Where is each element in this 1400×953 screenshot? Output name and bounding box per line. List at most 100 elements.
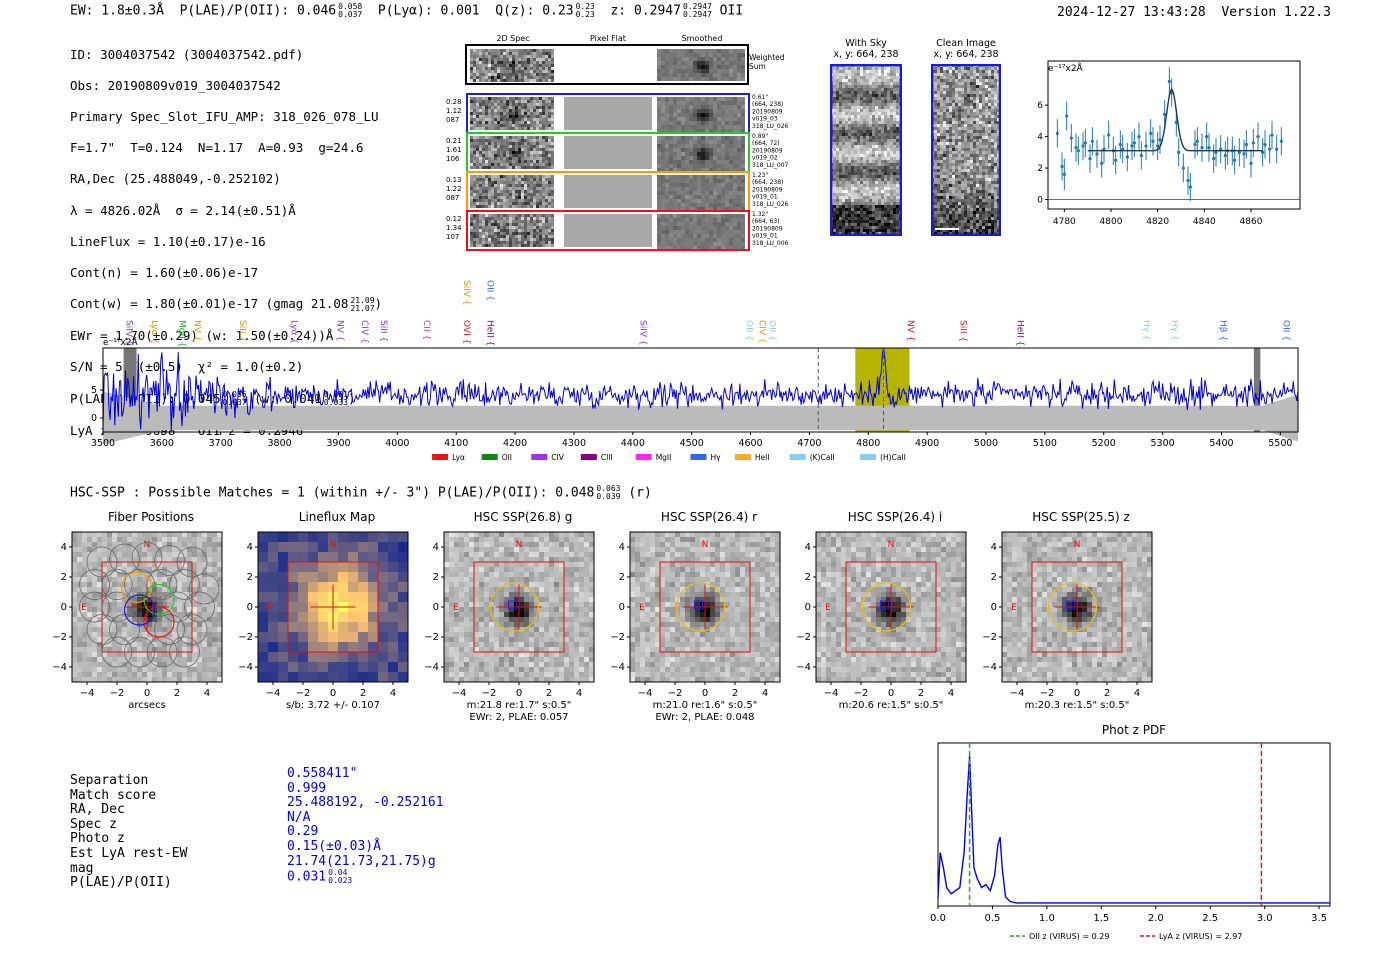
sky-pixel bbox=[872, 232, 875, 235]
clean-pixel bbox=[979, 151, 982, 154]
sky-pixel bbox=[872, 151, 875, 154]
hsc-pixel bbox=[147, 617, 152, 622]
sky-pixel bbox=[896, 148, 899, 151]
sky-pixel bbox=[860, 85, 863, 88]
clean-pixel bbox=[943, 121, 946, 124]
hsc-ytick-label: −2 bbox=[52, 632, 67, 643]
hsc-pixel bbox=[207, 657, 212, 662]
clean-pixel bbox=[988, 214, 991, 217]
clean-pixel bbox=[967, 82, 970, 85]
clean-pixel bbox=[985, 193, 988, 196]
hsc-pixel bbox=[474, 562, 479, 567]
sky-pixel bbox=[878, 211, 881, 214]
clean-pixel bbox=[937, 199, 940, 202]
flux-pixel bbox=[378, 542, 388, 552]
clean-pixel bbox=[979, 193, 982, 196]
spectrum-line-label: OII { bbox=[766, 320, 776, 341]
sky-pixel bbox=[833, 166, 836, 169]
clean-pixel bbox=[958, 166, 961, 169]
hsc-pixel bbox=[217, 592, 222, 597]
hsc-pixel bbox=[87, 547, 92, 552]
col-smoothed: Smoothed bbox=[681, 34, 723, 43]
hsc-pixel bbox=[157, 572, 162, 577]
hsc-pixel bbox=[484, 542, 489, 547]
sky-pixel bbox=[887, 76, 890, 79]
clean-pixel bbox=[976, 205, 979, 208]
clean-pixel bbox=[955, 88, 958, 91]
clean-pixel bbox=[976, 202, 979, 205]
clean-pixel bbox=[937, 73, 940, 76]
clean-pixel bbox=[940, 157, 943, 160]
hsc-pixel bbox=[217, 637, 222, 642]
hsc-pixel bbox=[584, 582, 589, 587]
sky-pixel bbox=[848, 70, 851, 73]
clean-pixel bbox=[994, 115, 997, 118]
clean-pixel bbox=[979, 205, 982, 208]
spectrum-xtick-label: 4300 bbox=[562, 438, 586, 449]
clean-pixel bbox=[967, 205, 970, 208]
hsc-pixel bbox=[469, 632, 474, 637]
hsc-pixel bbox=[484, 622, 489, 627]
hsc-pixel bbox=[554, 627, 559, 632]
sky-pixel bbox=[863, 220, 866, 223]
sky-pixel bbox=[836, 142, 839, 145]
hsc-pixel bbox=[82, 627, 87, 632]
hsc-pixel bbox=[479, 562, 484, 567]
hsc-pixel bbox=[107, 587, 112, 592]
clean-pixel bbox=[949, 67, 952, 70]
sky-pixel bbox=[854, 211, 857, 214]
hsc-pixel bbox=[162, 612, 167, 617]
sky-pixel bbox=[863, 160, 866, 163]
hsc-pixel bbox=[499, 567, 504, 572]
sky-pixel bbox=[896, 220, 899, 223]
hsc-pixel bbox=[192, 637, 197, 642]
clean-pixel bbox=[952, 97, 955, 100]
hsc-pixel bbox=[137, 587, 142, 592]
flux-pixel bbox=[328, 632, 338, 642]
hsc-pixel bbox=[212, 552, 217, 557]
sky-pixel bbox=[896, 169, 899, 172]
sky-pixel bbox=[854, 82, 857, 85]
hsc-pixel bbox=[102, 677, 107, 682]
sky-pixel bbox=[860, 229, 863, 232]
clean-pixel bbox=[955, 133, 958, 136]
clean-pixel bbox=[958, 136, 961, 139]
clean-pixel bbox=[946, 157, 949, 160]
clean-pixel bbox=[976, 190, 979, 193]
hsc-pixel bbox=[202, 597, 207, 602]
flux-pixel bbox=[258, 612, 268, 622]
hsc-pixel bbox=[484, 562, 489, 567]
clean-pixel bbox=[937, 166, 940, 169]
sky-pixel bbox=[887, 124, 890, 127]
sky-pixel bbox=[869, 76, 872, 79]
clean-pixel bbox=[955, 154, 958, 157]
clean-pixel bbox=[991, 226, 994, 229]
hsc-pixel bbox=[107, 612, 112, 617]
hsc-pixel bbox=[187, 622, 192, 627]
clean-pixel bbox=[979, 112, 982, 115]
hsc-pixel bbox=[172, 552, 177, 557]
sky-pixel bbox=[863, 154, 866, 157]
hsc-pixel bbox=[559, 577, 564, 582]
sky-pixel bbox=[839, 103, 842, 106]
zoom-point bbox=[1121, 147, 1125, 151]
sky-pixel bbox=[887, 193, 890, 196]
hsc-pixel bbox=[464, 552, 469, 557]
sky-pixel bbox=[884, 97, 887, 100]
clean-pixel bbox=[952, 82, 955, 85]
flux-pixel bbox=[308, 582, 318, 592]
hsc-pixel bbox=[172, 587, 177, 592]
sky-pixel bbox=[896, 70, 899, 73]
sky-pixel bbox=[863, 94, 866, 97]
sky-pixel bbox=[857, 142, 860, 145]
hsc-pixel bbox=[157, 622, 162, 627]
clean-pixel bbox=[970, 115, 973, 118]
sky-pixel bbox=[857, 124, 860, 127]
sky-pixel bbox=[851, 226, 854, 229]
clean-pixel bbox=[994, 100, 997, 103]
hsc-pixel bbox=[187, 557, 192, 562]
hsc-pixel bbox=[217, 607, 222, 612]
sky-pixel bbox=[848, 76, 851, 79]
hsc-pixel bbox=[509, 542, 514, 547]
clean-pixel bbox=[976, 166, 979, 169]
